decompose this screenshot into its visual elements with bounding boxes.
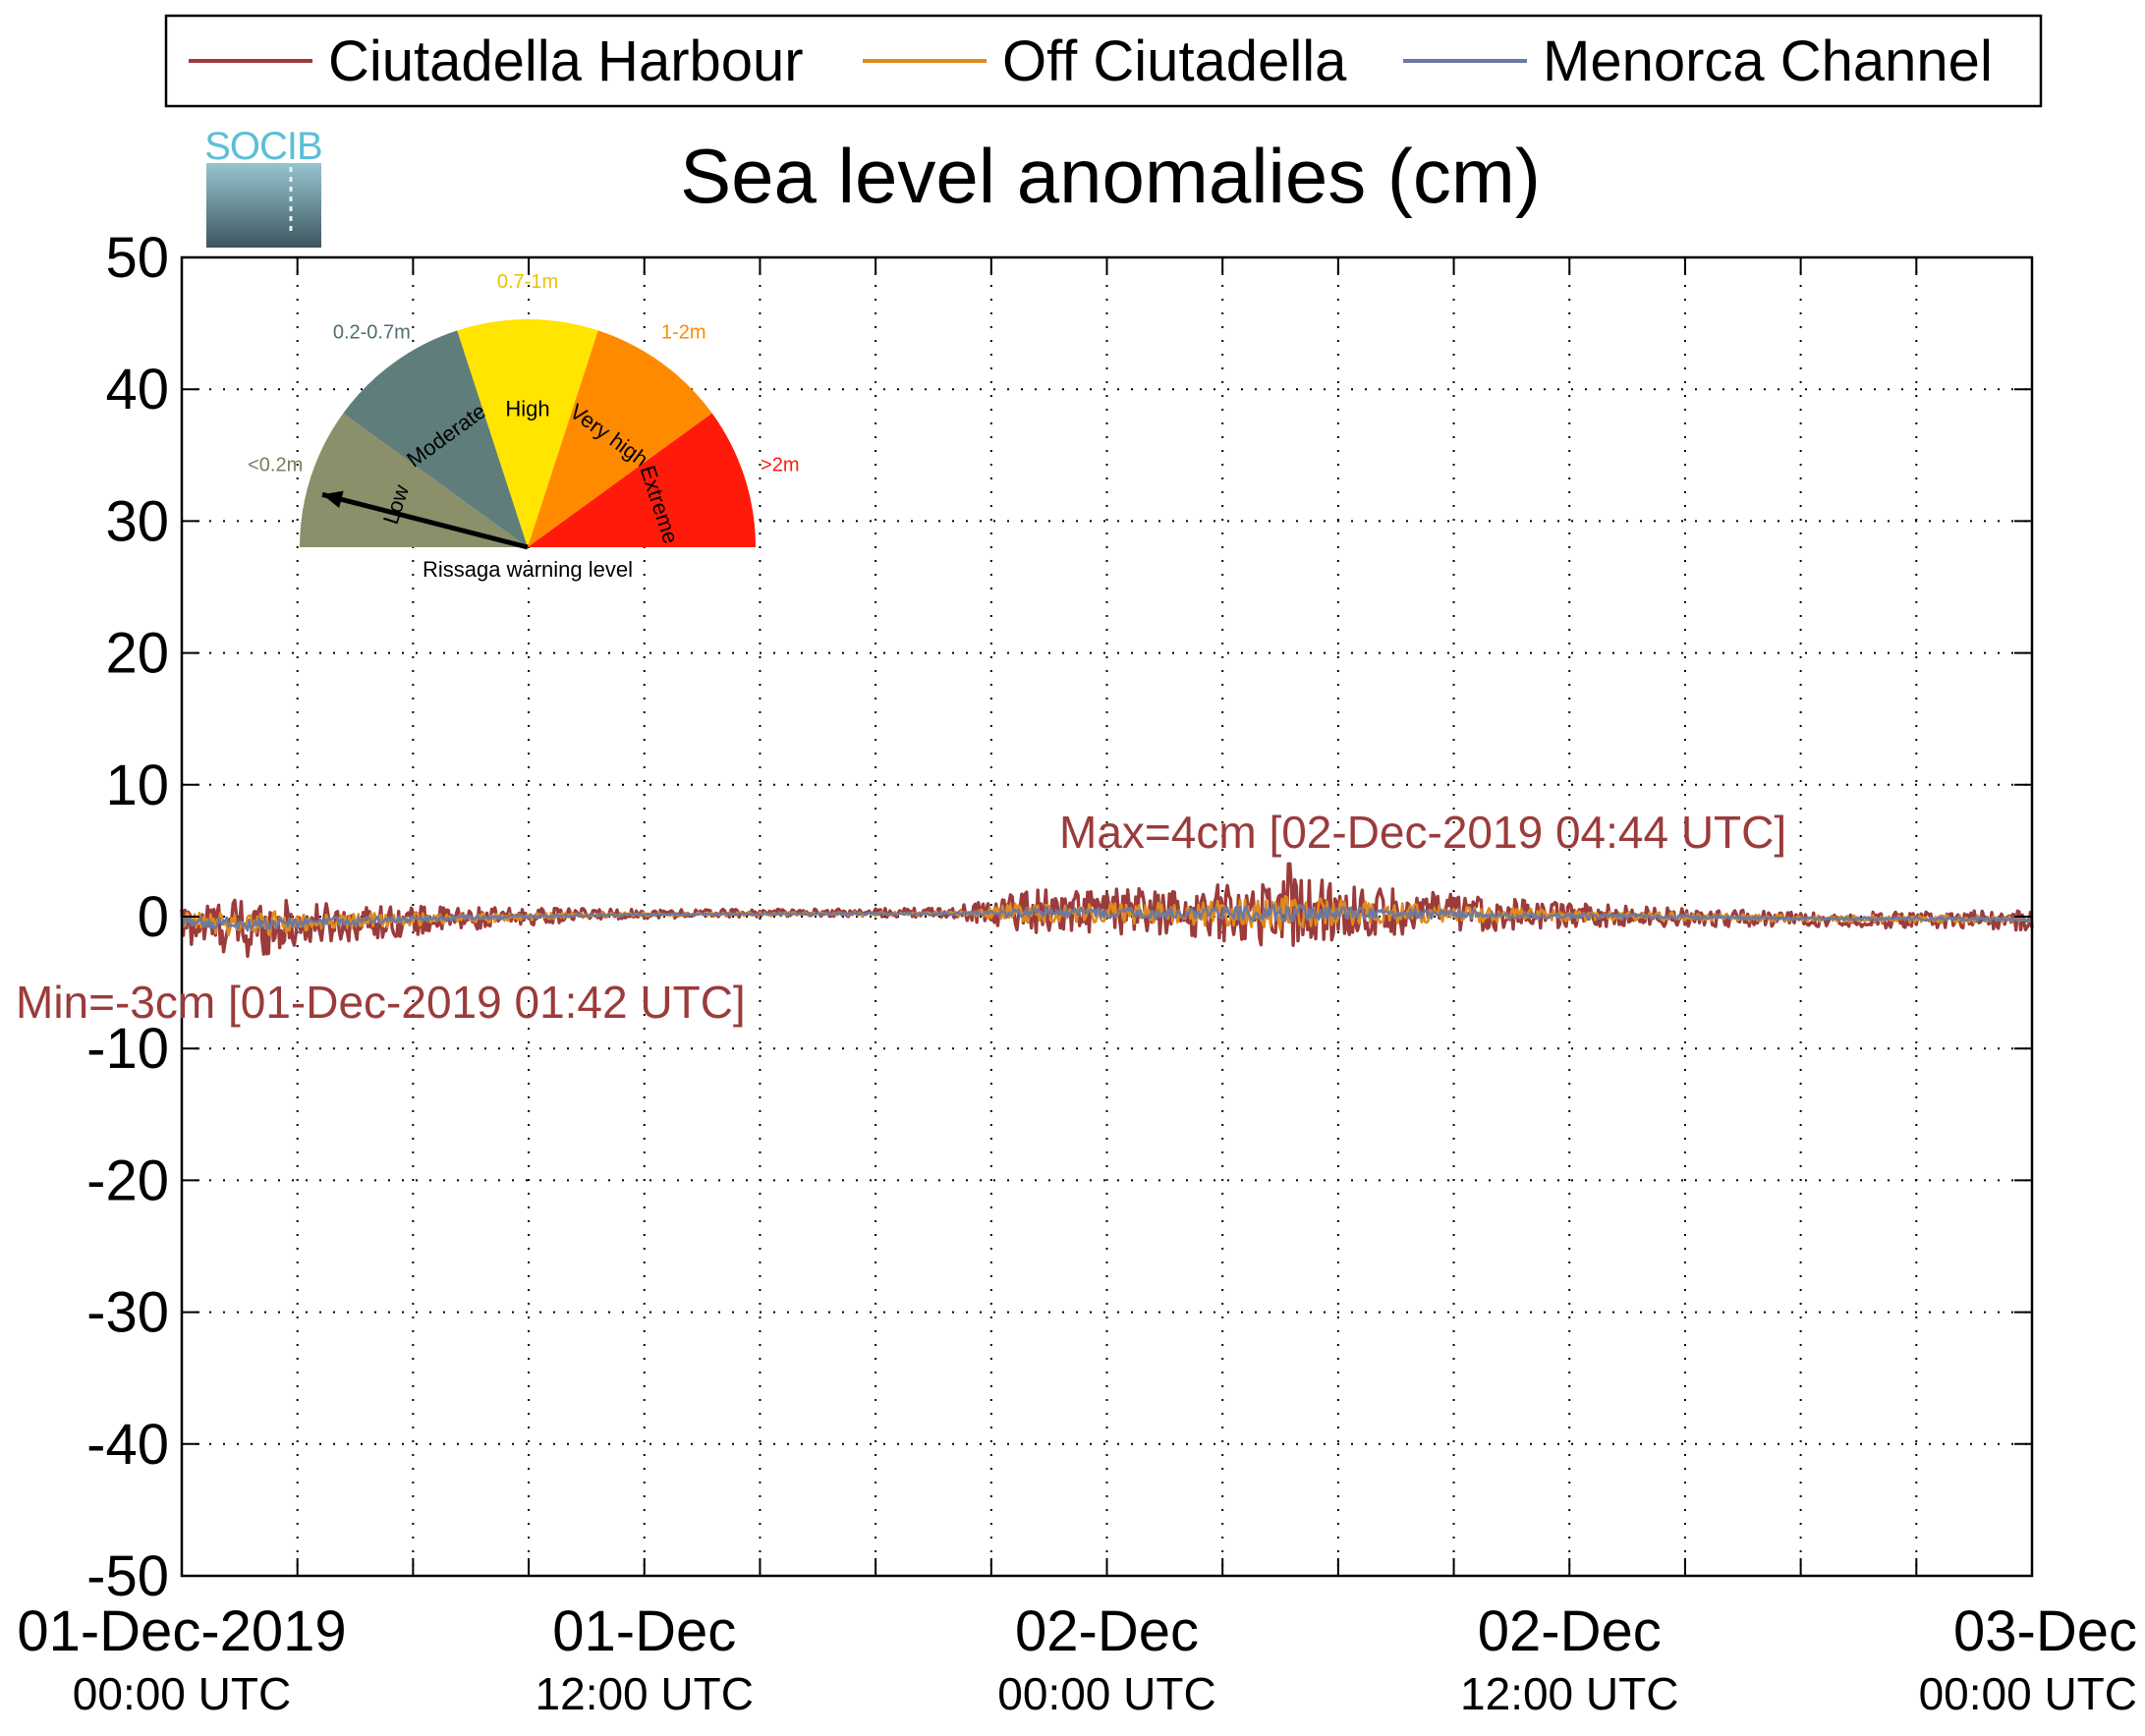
gauge-range-label: >2m: [761, 455, 799, 476]
y-tick-label: 0: [138, 885, 169, 949]
x-tick-label-time: 12:00 UTC: [1460, 1668, 1678, 1719]
x-tick-label-time: 00:00 UTC: [1919, 1668, 2137, 1719]
series-line-menorca-channel: [181, 904, 2034, 932]
gauge-caption: Rissaga warning level: [423, 557, 633, 582]
x-tick-label-date: 03-Dec: [1953, 1599, 2137, 1663]
x-tick-label-date: 01-Dec: [552, 1599, 736, 1663]
y-tick-label: 30: [105, 489, 169, 553]
x-tick-label-time: 00:00 UTC: [73, 1668, 291, 1719]
gauge-segment-extreme: [528, 413, 756, 547]
socib-logo: SOCIB: [204, 125, 323, 248]
x-tick-label-date: 02-Dec: [1015, 1599, 1199, 1663]
y-tick-label: -40: [86, 1413, 169, 1477]
gauge-range-label: <0.2m: [248, 455, 303, 476]
gauge-segment-very-high: [528, 330, 712, 547]
y-tick-label: 40: [105, 358, 169, 421]
series-line-off-ciutadella: [180, 894, 2033, 937]
legend: Ciutadella Harbour Off Ciutadella Menorc…: [164, 14, 2043, 108]
gauge-segment-high: [457, 319, 598, 547]
gauge-level-label: High: [505, 397, 549, 421]
min-annotation: Min=-3cm [01-Dec-2019 01:42 UTC]: [16, 977, 746, 1028]
gauge-segment-low: [300, 413, 528, 547]
legend-label-menorca-channel: Menorca Channel: [1543, 29, 1993, 93]
logo-background: [206, 163, 321, 248]
legend-label-ciutadella-harbour: Ciutadella Harbour: [328, 29, 804, 93]
y-tick-label: 20: [105, 622, 169, 686]
y-tick-label: -50: [86, 1544, 169, 1608]
y-tick-label: -10: [86, 1017, 169, 1081]
legend-label-off-ciutadella: Off Ciutadella: [1002, 29, 1347, 93]
x-tick-label-date: 01-Dec-2019: [17, 1599, 346, 1663]
series-lines: [180, 862, 2034, 958]
gauge-pointer: [321, 491, 529, 550]
x-tick-label-time: 00:00 UTC: [997, 1668, 1215, 1719]
y-tick-label: 50: [105, 226, 169, 290]
y-tick-label: -20: [86, 1148, 169, 1212]
gauge-segment-moderate: [343, 330, 528, 547]
x-tick-label-time: 12:00 UTC: [536, 1668, 754, 1719]
max-annotation: Max=4cm [02-Dec-2019 04:44 UTC]: [1059, 807, 1786, 858]
gauge-range-label: 0.2-0.7m: [333, 322, 411, 344]
y-tick-label: -30: [86, 1281, 169, 1345]
gauge-range-label: 0.7-1m: [497, 271, 558, 293]
y-axis: -50 -40 -30 -20 -10 0 10 20 30 40 50: [86, 226, 2032, 1608]
legend-box: [164, 14, 2043, 108]
chart-title: Sea level anomalies (cm): [680, 133, 1541, 219]
x-tick-label-date: 02-Dec: [1478, 1599, 1662, 1663]
logo-text: SOCIB: [204, 125, 321, 168]
gauge-range-label: 1-2m: [661, 322, 706, 344]
y-tick-label: 10: [105, 754, 169, 817]
gauge-pointer-head: [322, 490, 344, 509]
